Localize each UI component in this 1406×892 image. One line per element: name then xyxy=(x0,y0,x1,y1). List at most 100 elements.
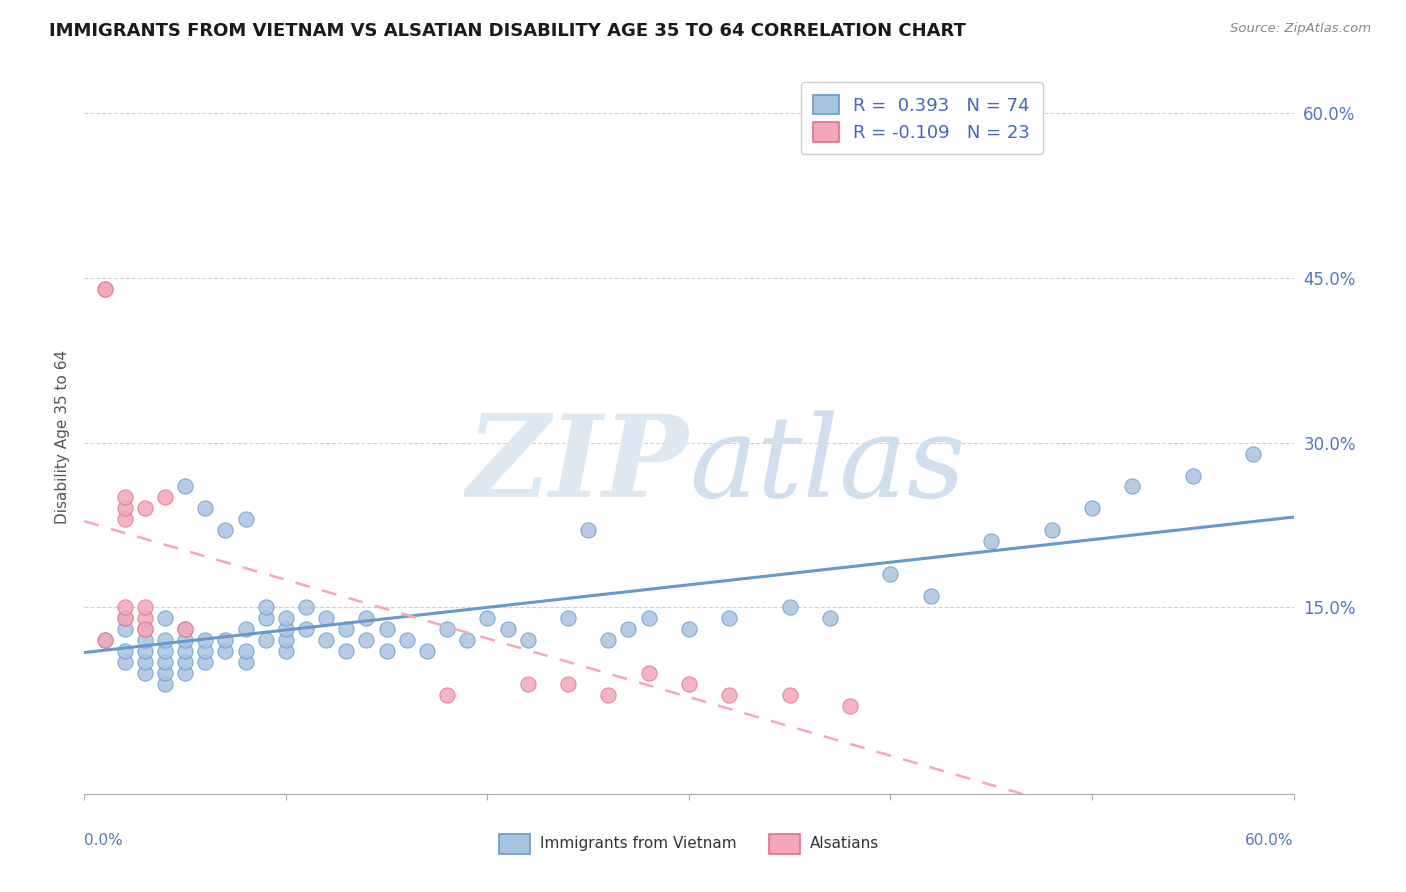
Point xyxy=(718,611,741,625)
Text: Source: ZipAtlas.com: Source: ZipAtlas.com xyxy=(1230,22,1371,36)
Point xyxy=(335,622,357,636)
Point xyxy=(335,644,357,658)
Point xyxy=(114,512,136,526)
Point xyxy=(779,600,801,615)
Point xyxy=(153,491,176,505)
Point xyxy=(1040,524,1063,538)
Point xyxy=(194,633,217,648)
Point xyxy=(456,633,478,648)
Point xyxy=(114,611,136,625)
Point xyxy=(598,633,620,648)
Point xyxy=(174,666,197,681)
Point xyxy=(254,633,277,648)
Point xyxy=(235,655,257,669)
Point xyxy=(980,534,1002,549)
Point xyxy=(114,600,136,615)
Point xyxy=(516,633,538,648)
Point xyxy=(1121,479,1143,493)
Point xyxy=(174,633,197,648)
Point xyxy=(235,512,257,526)
Point xyxy=(134,666,156,681)
Point xyxy=(254,600,277,615)
Point xyxy=(153,655,176,669)
Point xyxy=(356,611,378,625)
Point xyxy=(718,688,741,702)
Point xyxy=(174,655,197,669)
Point xyxy=(678,622,700,636)
Text: ZIP: ZIP xyxy=(467,410,689,521)
Point xyxy=(235,622,257,636)
Point xyxy=(214,524,236,538)
Point xyxy=(436,622,458,636)
Point xyxy=(214,633,236,648)
Point xyxy=(194,644,217,658)
Point xyxy=(93,282,115,296)
Point xyxy=(134,622,156,636)
Point xyxy=(114,491,136,505)
FancyBboxPatch shape xyxy=(499,834,530,854)
Point xyxy=(295,600,318,615)
Point xyxy=(557,677,579,691)
Point xyxy=(1241,446,1264,460)
Point xyxy=(375,622,398,636)
Text: Immigrants from Vietnam: Immigrants from Vietnam xyxy=(540,837,737,851)
Point xyxy=(637,666,659,681)
Point xyxy=(274,622,297,636)
Point xyxy=(153,611,176,625)
Point xyxy=(375,644,398,658)
Point xyxy=(235,644,257,658)
Text: Alsatians: Alsatians xyxy=(810,837,879,851)
Point xyxy=(153,633,176,648)
Point xyxy=(134,622,156,636)
Point xyxy=(153,677,176,691)
Point xyxy=(557,611,579,625)
Point xyxy=(134,655,156,669)
FancyBboxPatch shape xyxy=(769,834,800,854)
Point xyxy=(134,644,156,658)
Point xyxy=(637,611,659,625)
Point xyxy=(315,611,337,625)
Point xyxy=(114,644,136,658)
Point xyxy=(93,633,115,648)
Point xyxy=(174,644,197,658)
Point xyxy=(818,611,841,625)
Y-axis label: Disability Age 35 to 64: Disability Age 35 to 64 xyxy=(55,350,70,524)
Legend: R =  0.393   N = 74, R = -0.109   N = 23: R = 0.393 N = 74, R = -0.109 N = 23 xyxy=(801,82,1043,154)
Point xyxy=(274,633,297,648)
Point xyxy=(153,666,176,681)
Point xyxy=(114,501,136,516)
Point xyxy=(576,524,599,538)
Text: 0.0%: 0.0% xyxy=(84,833,124,848)
Point xyxy=(174,622,197,636)
Point xyxy=(114,611,136,625)
Point xyxy=(174,622,197,636)
Point xyxy=(395,633,418,648)
Text: atlas: atlas xyxy=(689,410,966,521)
Point xyxy=(194,501,217,516)
Point xyxy=(174,479,197,493)
Point xyxy=(93,633,115,648)
Point xyxy=(134,600,156,615)
Point xyxy=(134,611,156,625)
Point xyxy=(194,655,217,669)
Point xyxy=(477,611,499,625)
Point xyxy=(779,688,801,702)
Point xyxy=(678,677,700,691)
Point xyxy=(295,622,318,636)
Point xyxy=(114,622,136,636)
Point xyxy=(839,699,862,714)
Point xyxy=(274,644,297,658)
Point xyxy=(153,644,176,658)
Point xyxy=(315,633,337,648)
Text: IMMIGRANTS FROM VIETNAM VS ALSATIAN DISABILITY AGE 35 TO 64 CORRELATION CHART: IMMIGRANTS FROM VIETNAM VS ALSATIAN DISA… xyxy=(49,22,966,40)
Point xyxy=(356,633,378,648)
Point xyxy=(617,622,640,636)
Point xyxy=(1181,468,1204,483)
Point xyxy=(496,622,519,636)
Point xyxy=(516,677,538,691)
Point xyxy=(436,688,458,702)
Text: 60.0%: 60.0% xyxy=(1246,833,1294,848)
Point xyxy=(598,688,620,702)
Point xyxy=(274,611,297,625)
Point xyxy=(93,282,115,296)
